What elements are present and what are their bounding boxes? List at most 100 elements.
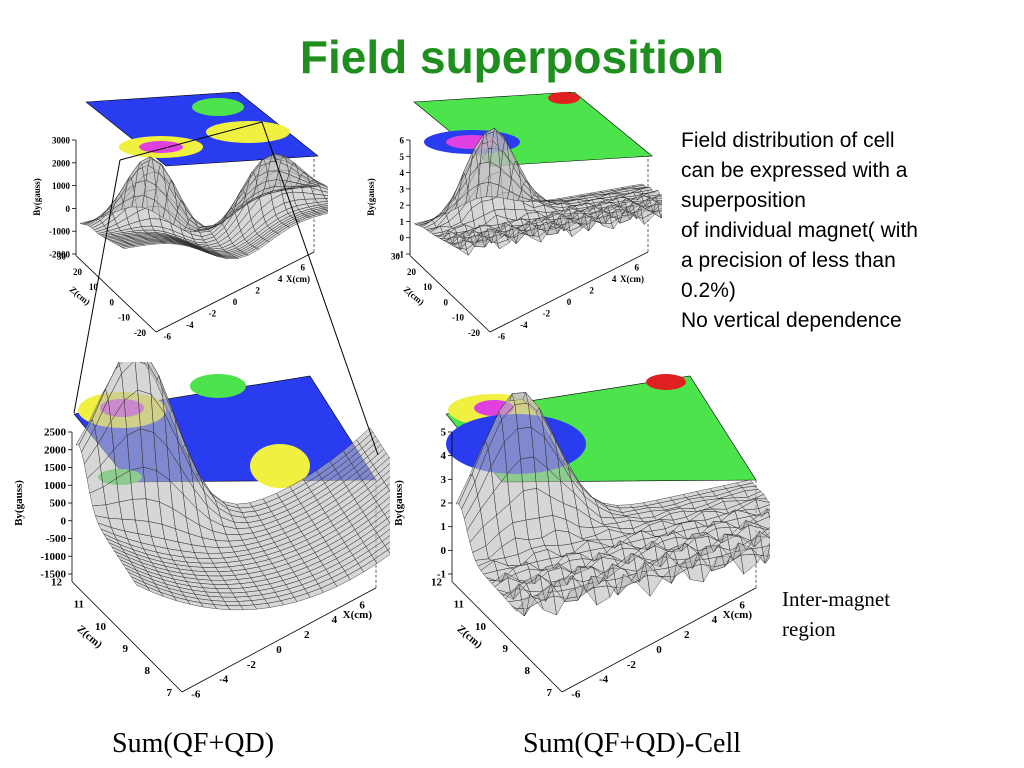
mesh-cell [655,194,662,202]
x-tick-label: -4 [520,320,528,330]
x-axis-label: X(cm) [286,274,310,284]
contour-magenta [139,141,183,153]
y-tick-label: -1500 [40,569,66,581]
mesh-cell [118,362,134,374]
mesh-cell [386,483,390,491]
mesh-cell [384,541,390,551]
mesh-cell [661,213,662,219]
x-tick-label: 2 [255,286,260,296]
z-tick-label: 9 [503,643,509,655]
y-tick-label: 1000 [52,181,71,191]
z-tick-label: 12 [431,577,443,589]
z-tick-label: 9 [123,643,129,655]
mesh-cell [381,469,390,483]
x-tick-label: 4 [278,274,283,284]
plot-bottom-right: 5 4 3 2 1 0 -1 By(gauss) 12 11 10 9 8 7 Z(cm) -6 -4 -2 0 2 4… [390,362,770,707]
x-tick-label: 6 [634,263,639,273]
x-tick-label: 4 [332,614,338,626]
plot-top-right: 6 5 4 3 2 1 0 -1 By(gauss) 30 20 10 0 -10 -20 Z(cm) -6 -4… [362,92,662,357]
mesh-cell [754,541,770,564]
plot-bottom-left: 2500 2000 1500 1000 500 0 -500 -1000 -1500 By(gau… [10,362,390,707]
contour-red [548,92,580,104]
z-axis [409,255,491,333]
mesh-cell [758,525,770,531]
z-tick-label: 20 [407,267,417,277]
mesh-cell [647,574,664,597]
mesh-cell [593,585,611,606]
mesh-cell [759,530,770,548]
x-tick-label: 4 [612,274,617,284]
x-tick-label: -2 [627,659,637,671]
y-tick-label: 500 [50,498,67,510]
z-axis [451,581,563,693]
z-tick-label: 30 [57,252,67,262]
mesh-cell [740,554,758,575]
contour-green [192,98,244,116]
y-tick-label: 5 [441,427,447,439]
surface-mesh [79,153,328,260]
z-tick-label: 8 [525,665,531,677]
z-axis [75,255,157,333]
mesh-cell [767,531,770,538]
x-tick-label: 0 [276,644,282,656]
surface-mesh [413,127,662,256]
contour-yellow [206,121,290,143]
mesh-cell [378,463,390,479]
x-tick-label: -6 [191,689,201,701]
z-tick-label: 10 [95,621,107,633]
description-text: Field distribution of cell can be expres… [681,126,1001,336]
y-tick-label: -1000 [40,551,66,563]
description-line: of individual magnet( with [681,219,918,242]
description-line: 0.2%) [681,279,736,302]
x-tick-label: 0 [233,297,238,307]
x-tick-label: 2 [684,629,690,641]
mesh-cell [767,542,770,557]
mesh-cell [376,522,390,538]
mesh-cell [378,496,390,511]
y-tick-label: 2000 [52,158,71,168]
z-tick-label: 0 [110,297,115,307]
x-tick-label: -2 [543,308,551,318]
y-tick-label: -2000 [49,250,70,260]
mesh-cell [381,502,390,515]
x-tick-label: -6 [164,331,172,341]
caption-left: Sum(QF+QD) [112,728,275,759]
y-axis-label: By(gauss) [32,178,42,216]
x-tick-label: -2 [209,308,217,318]
y-tick-label: 2500 [44,427,67,439]
x-axis [181,587,377,693]
caption-right: Sum(QF+QD)-Cell [523,728,742,759]
x-tick-label: 0 [656,644,662,656]
mesh-cell [373,518,390,534]
z-tick-label: 7 [167,687,173,699]
z-tick-label: 10 [475,621,487,633]
z-tick-label: 11 [454,599,464,611]
mesh-cell [384,509,390,519]
y-tick-label: 5 [400,152,405,162]
inter-magnet-annotation: Inter-magnet region [782,584,890,644]
y-tick-label: 1 [441,521,447,533]
mesh-cell [755,499,770,509]
x-axis [561,587,757,693]
contour-projection [413,92,653,167]
y-axis-label: By(gauss) [393,480,405,526]
y-tick-label: 1500 [44,462,67,474]
slide-title: Field superposition [299,31,725,83]
z-tick-label: 20 [73,267,83,277]
y-tick-label: 4 [400,168,405,178]
mesh-cell [755,516,770,530]
mesh-cell [374,549,390,564]
y-tick-label: 2 [441,498,447,510]
mesh-cell [387,547,390,554]
y-tick-label: 2 [400,201,405,211]
z-tick-label: 11 [74,599,84,611]
mesh-cell [766,508,770,517]
x-tick-label: 6 [359,599,365,611]
x-axis [155,251,315,333]
plot-svg: 3000200010000-1000-2000By(gauss)3020100-… [32,92,328,341]
z-tick-label: 7 [547,687,553,699]
y-tick-label: -500 [46,533,67,545]
z-tick-label: -20 [134,328,146,338]
contour-green [190,374,246,398]
